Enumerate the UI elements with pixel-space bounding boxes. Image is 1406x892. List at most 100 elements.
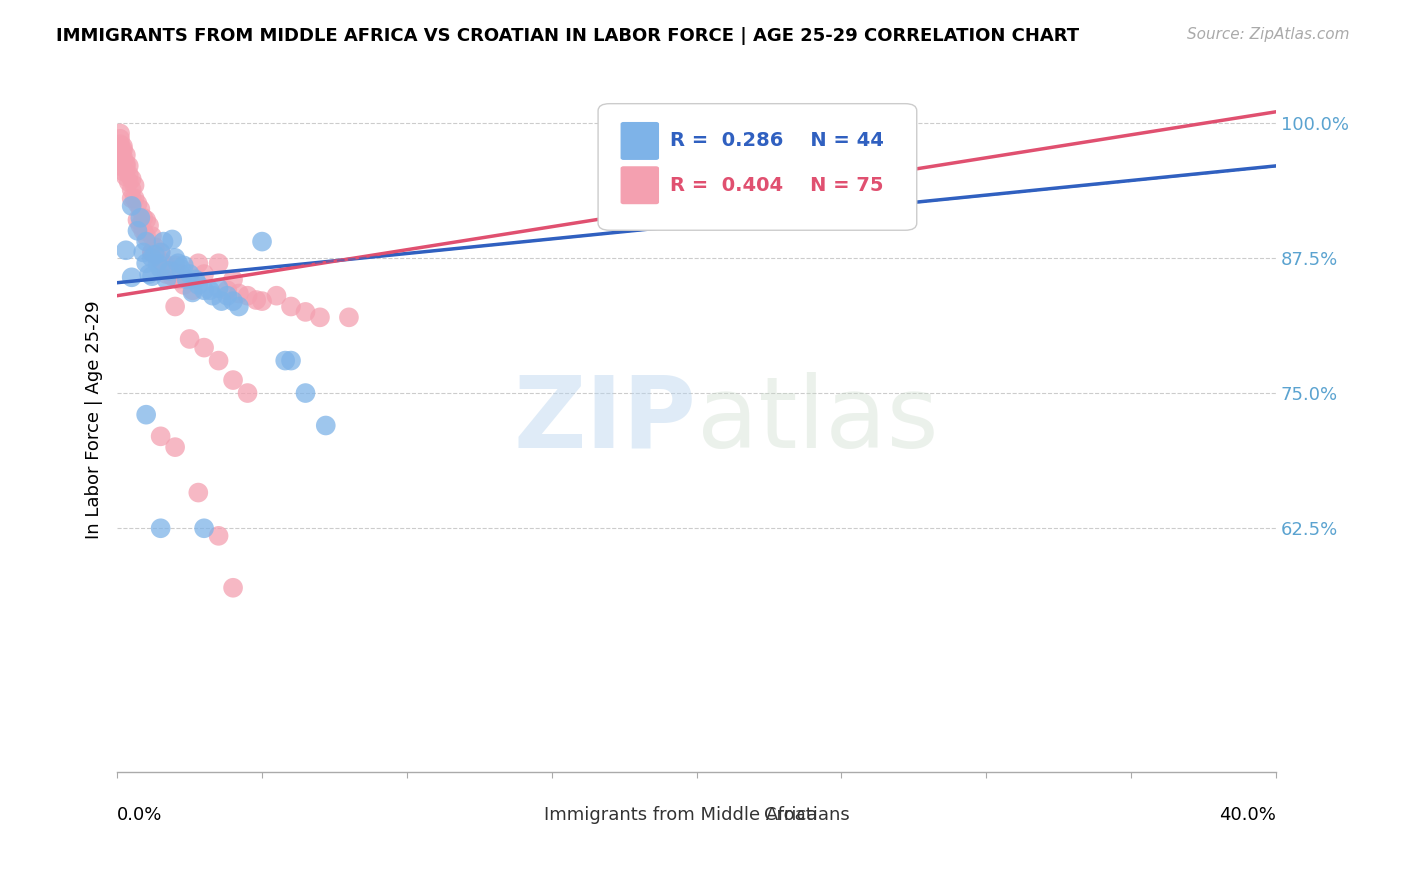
Point [207, 256, 229, 270]
Text: Source: ZipAtlas.com: Source: ZipAtlas.com [1187, 27, 1350, 42]
Point [228, 300, 250, 314]
Point [187, 485, 209, 500]
Point [222, 373, 245, 387]
Point [236, 386, 259, 401]
Point [165, 259, 187, 273]
FancyBboxPatch shape [730, 804, 756, 826]
Point [207, 353, 229, 368]
Text: Immigrants from Middle Africa: Immigrants from Middle Africa [544, 806, 817, 824]
Point [167, 256, 190, 270]
Point [143, 240, 166, 254]
Point [193, 341, 215, 355]
Point [121, 191, 143, 205]
Point [176, 272, 198, 286]
Point [266, 288, 288, 302]
Point [152, 235, 174, 249]
Point [309, 310, 332, 325]
Text: 40.0%: 40.0% [1219, 806, 1277, 824]
Point [170, 261, 193, 276]
Point [201, 288, 224, 302]
Point [165, 300, 187, 314]
Point [187, 277, 209, 292]
Point [179, 332, 201, 346]
Point [207, 529, 229, 543]
Point [207, 281, 229, 295]
Point [108, 143, 131, 157]
Point [217, 283, 239, 297]
Point [127, 196, 149, 211]
Point [149, 245, 172, 260]
Point [337, 310, 360, 325]
Point [245, 293, 267, 307]
Point [111, 139, 134, 153]
Point [129, 211, 152, 225]
Point [132, 224, 155, 238]
Point [118, 168, 141, 182]
Point [115, 159, 138, 173]
Point [129, 202, 152, 216]
Point [108, 127, 131, 141]
Text: R =  0.286    N = 44: R = 0.286 N = 44 [669, 131, 884, 151]
Point [121, 270, 143, 285]
Point [149, 245, 172, 260]
Point [152, 256, 174, 270]
Point [121, 172, 143, 186]
Point [127, 224, 149, 238]
Point [222, 272, 245, 286]
Point [167, 272, 190, 286]
Point [149, 261, 172, 276]
Point [135, 408, 157, 422]
Point [108, 137, 131, 152]
Point [132, 211, 155, 225]
Point [129, 219, 152, 233]
Point [118, 175, 141, 189]
Point [165, 440, 187, 454]
Point [138, 219, 160, 233]
Point [121, 183, 143, 197]
Point [187, 256, 209, 270]
Point [143, 247, 166, 261]
Text: atlas: atlas [696, 372, 938, 468]
Point [111, 150, 134, 164]
Point [115, 244, 138, 258]
Point [118, 159, 141, 173]
Point [141, 245, 163, 260]
Point [181, 283, 204, 297]
Text: ZIP: ZIP [513, 372, 696, 468]
Point [193, 267, 215, 281]
Point [141, 245, 163, 260]
Point [141, 229, 163, 244]
Text: R =  0.404    N = 75: R = 0.404 N = 75 [669, 176, 883, 194]
Point [108, 148, 131, 162]
Point [115, 169, 138, 184]
Point [135, 213, 157, 227]
Point [228, 286, 250, 301]
Point [250, 294, 273, 309]
Point [294, 386, 316, 401]
Y-axis label: In Labor Force | Age 25-29: In Labor Force | Age 25-29 [86, 301, 103, 540]
Text: 0.0%: 0.0% [117, 806, 163, 824]
Point [135, 229, 157, 244]
Point [160, 269, 183, 284]
Point [141, 269, 163, 284]
Point [157, 261, 180, 276]
FancyBboxPatch shape [621, 123, 658, 160]
Point [149, 429, 172, 443]
Point [222, 294, 245, 309]
Text: Croatians: Croatians [763, 806, 849, 824]
Text: IMMIGRANTS FROM MIDDLE AFRICA VS CROATIAN IN LABOR FORCE | AGE 25-29 CORRELATION: IMMIGRANTS FROM MIDDLE AFRICA VS CROATIA… [56, 27, 1080, 45]
Point [274, 353, 297, 368]
Point [138, 267, 160, 281]
Point [124, 178, 146, 193]
Point [173, 277, 195, 292]
Point [280, 300, 302, 314]
Point [111, 164, 134, 178]
Point [179, 267, 201, 281]
Point [127, 213, 149, 227]
Point [157, 264, 180, 278]
Point [280, 353, 302, 368]
Point [146, 251, 169, 265]
Point [108, 132, 131, 146]
Point [217, 288, 239, 302]
Point [146, 256, 169, 270]
